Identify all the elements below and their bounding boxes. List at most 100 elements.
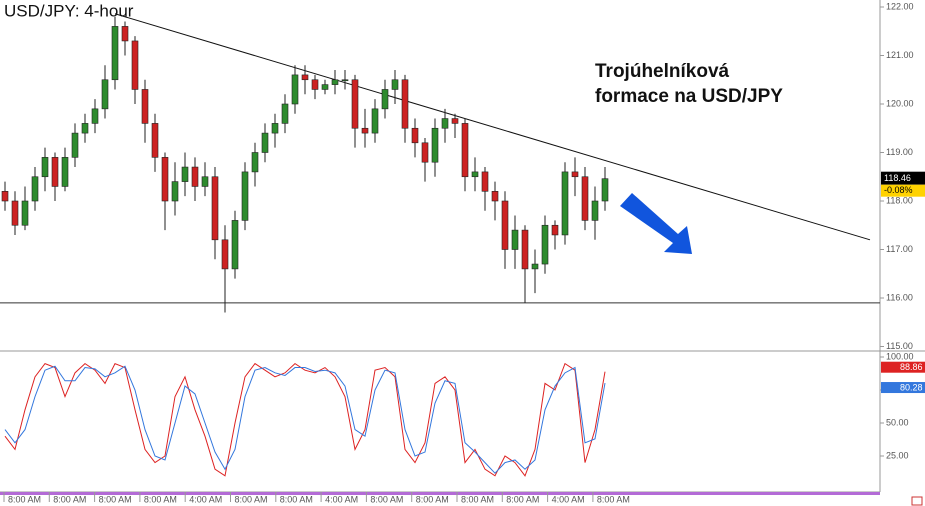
value-box — [881, 382, 925, 394]
candle-body — [511, 229, 519, 250]
last-price: 118.46 — [884, 173, 911, 183]
annotation: formace na USD/JPY — [595, 86, 783, 107]
x-tick-label: 8:00 AM — [144, 494, 177, 504]
candle-body — [341, 79, 349, 82]
x-tick-label: 8:00 AM — [53, 494, 86, 504]
y-tick-label: 25.00 — [886, 450, 909, 460]
candle-body — [31, 176, 39, 202]
x-tick-label: 8:00 AM — [416, 494, 449, 504]
candle-body — [381, 89, 389, 110]
y-tick-label: 119.00 — [886, 147, 913, 157]
candle-body — [281, 103, 289, 124]
candle-body — [571, 171, 579, 178]
candle-body — [451, 118, 459, 124]
candle-body — [151, 123, 159, 158]
candle-body — [201, 176, 209, 187]
candle-body — [411, 127, 419, 144]
y-tick-label: 120.00 — [886, 98, 914, 108]
candle-body — [361, 127, 369, 134]
candle-body — [241, 171, 249, 221]
candle-body — [41, 157, 49, 178]
candle-body — [601, 178, 609, 202]
x-tick-label: 4:00 AM — [325, 494, 358, 504]
indicator-line — [4, 365, 606, 474]
y-tick-label: 118.00 — [886, 195, 913, 205]
candle-body — [291, 74, 299, 105]
candle-body — [471, 171, 479, 178]
candle-body — [111, 26, 119, 81]
x-tick-label: 8:00 AM — [370, 494, 403, 504]
indicator-value: 88.86 — [900, 362, 923, 372]
candle-body — [581, 176, 589, 221]
candle-body — [221, 239, 229, 270]
candle-body — [321, 84, 329, 90]
chart-title: USD/JPY: 4-hour — [4, 1, 134, 20]
change-box — [881, 184, 925, 197]
candle-body — [211, 176, 219, 241]
price-box — [881, 171, 925, 185]
annotation: Trojúhelníková — [595, 61, 730, 82]
x-tick-label: 8:00 AM — [8, 494, 41, 504]
candle-body — [531, 263, 539, 270]
y-tick-label: 121.00 — [886, 50, 914, 60]
candle-body — [491, 191, 499, 202]
x-tick-label: 8:00 AM — [280, 494, 313, 504]
y-tick-label: 115.00 — [886, 341, 913, 351]
candle-body — [131, 40, 139, 90]
candle-body — [371, 108, 379, 134]
candle-body — [541, 224, 549, 265]
candle-body — [501, 200, 509, 250]
candle-body — [91, 108, 99, 124]
y-tick-label: 122.00 — [886, 1, 914, 11]
plot-area — [0, 0, 880, 492]
candle-body — [141, 89, 149, 124]
candle-body — [271, 123, 279, 134]
x-tick-label: 4:00 AM — [189, 494, 222, 504]
last-change: -0.08% — [884, 185, 913, 195]
session-strip — [0, 492, 880, 495]
candle-body — [401, 79, 409, 129]
candle-body — [551, 224, 559, 236]
candle-body — [261, 132, 269, 153]
candle-body — [231, 220, 239, 270]
y-tick-label: 117.00 — [886, 244, 913, 254]
candle-body — [251, 152, 259, 173]
candle-body — [71, 132, 79, 158]
candle-body — [11, 200, 19, 226]
indicator-line — [4, 362, 606, 477]
candle-body — [431, 127, 439, 163]
candle-body — [311, 79, 319, 90]
candle-body — [161, 157, 169, 202]
candle-body — [351, 79, 359, 129]
candle-body — [61, 157, 69, 187]
candle-body — [181, 166, 189, 182]
candle-body — [1, 191, 9, 202]
candle-body — [191, 166, 199, 187]
x-tick-label: 8:00 AM — [597, 494, 630, 504]
x-tick-label: 4:00 AM — [552, 494, 585, 504]
candle-body — [171, 181, 179, 202]
candle-body — [81, 123, 89, 134]
candle-body — [591, 200, 599, 221]
scroll-button[interactable] — [911, 496, 923, 506]
candle-body — [461, 123, 469, 178]
x-tick-label: 8:00 AM — [461, 494, 494, 504]
y-tick-label: 100.00 — [886, 351, 914, 361]
candle-body — [481, 171, 489, 192]
candle-body — [101, 79, 109, 110]
x-tick-label: 8:00 AM — [506, 494, 539, 504]
indicator-value: 80.28 — [900, 382, 923, 392]
candle-body — [391, 79, 399, 90]
arrow — [620, 193, 692, 254]
candle-body — [521, 229, 529, 270]
candle-body — [121, 26, 129, 42]
candle-body — [331, 79, 339, 85]
x-tick-label: 8:00 AM — [99, 494, 132, 504]
candle-body — [51, 157, 59, 187]
candle-body — [441, 118, 449, 129]
y-tick-label: 116.00 — [886, 292, 913, 302]
value-box — [881, 361, 925, 373]
x-tick-label: 8:00 AM — [235, 494, 268, 504]
candle-body — [301, 74, 309, 81]
